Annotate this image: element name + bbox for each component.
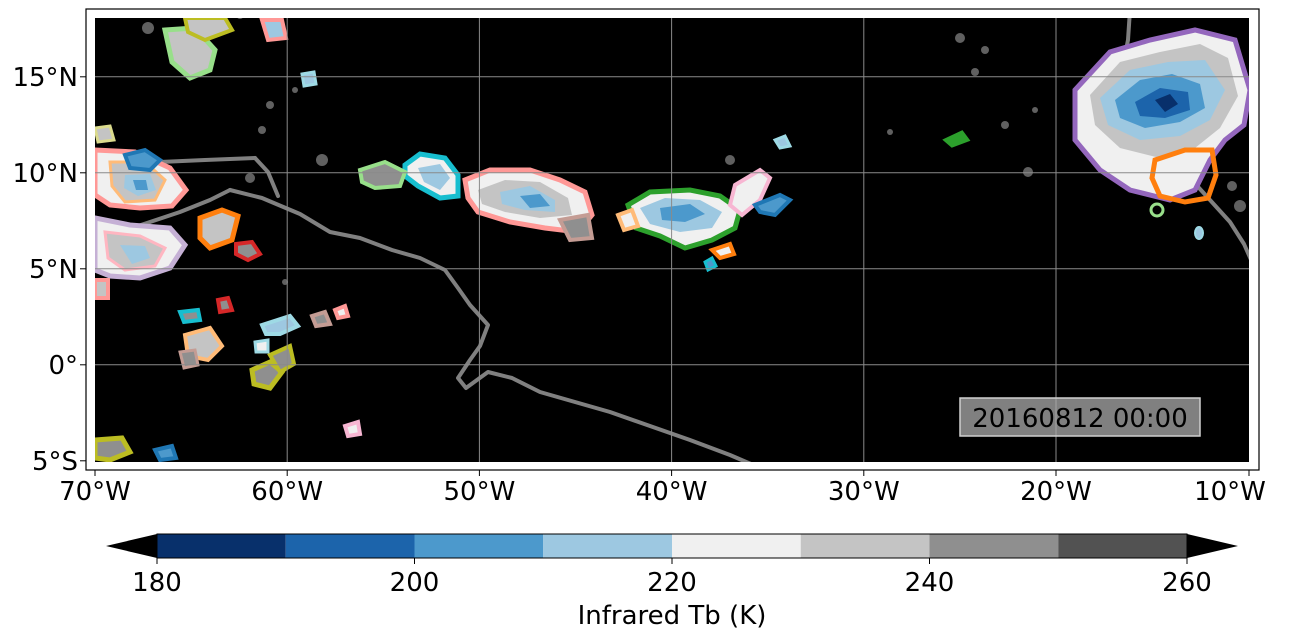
colorbar-tick-label: 240 <box>905 568 955 598</box>
lat-tick-label: 5°N <box>29 255 78 285</box>
colorbar-bin <box>800 534 930 558</box>
lat-tick-label: 0° <box>48 351 78 381</box>
lon-tick-label: 30°W <box>828 477 900 507</box>
colorbar-bins <box>157 534 1187 558</box>
lon-tick-label: 60°W <box>251 477 323 507</box>
colorbar-bin <box>672 534 801 558</box>
colorbar-bin <box>543 534 672 558</box>
lon-tick-label: 50°W <box>444 477 516 507</box>
lon-tick-label: 40°W <box>636 477 708 507</box>
lat-tick-label: 15°N <box>12 63 78 93</box>
gridlines <box>95 18 1249 462</box>
colorbar-label: Infrared Tb (K) <box>578 601 767 631</box>
map-layers <box>95 18 1249 462</box>
lat-tick-label: 5°S <box>32 447 78 477</box>
timestamp-box: 20160812 00:00 <box>959 397 1201 437</box>
colorbar-tick-label: 260 <box>1162 568 1212 598</box>
islands <box>142 18 1246 285</box>
lon-axis: 70°W 60°W 50°W 40°W 30°W 20°W 10°W <box>59 470 1266 507</box>
colorbar-over-arrow <box>1187 534 1238 558</box>
convective-systems <box>95 18 1249 462</box>
colorbar-bin <box>285 534 415 558</box>
lat-axis: 15°N 10°N 5°N 0° 5°S <box>12 63 86 477</box>
system-west <box>95 18 363 462</box>
colorbar-bin <box>929 534 1059 558</box>
colorbar-under-arrow <box>106 534 157 558</box>
colorbar: 180 200 220 240 260 Infrared Tb (K) <box>106 533 1238 631</box>
lon-tick-label: 10°W <box>1194 477 1266 507</box>
system-band-north <box>357 130 971 201</box>
colorbar-bin <box>1058 534 1187 558</box>
lon-tick-label: 70°W <box>59 477 131 507</box>
colorbar-tick-label: 220 <box>647 568 697 598</box>
colorbar-tick-label: 200 <box>390 568 440 598</box>
system-band-middle <box>615 167 794 273</box>
colorbar-ticks: 180 200 220 240 260 <box>132 558 1212 598</box>
lat-tick-label: 10°N <box>12 159 78 189</box>
timestamp-text: 20160812 00:00 <box>972 404 1188 434</box>
system-east <box>1072 27 1249 240</box>
colorbar-bin <box>157 534 286 558</box>
lon-tick-label: 20°W <box>1020 477 1092 507</box>
colorbar-tick-label: 180 <box>132 568 182 598</box>
system-band-west <box>462 167 595 243</box>
colorbar-bin <box>414 534 544 558</box>
